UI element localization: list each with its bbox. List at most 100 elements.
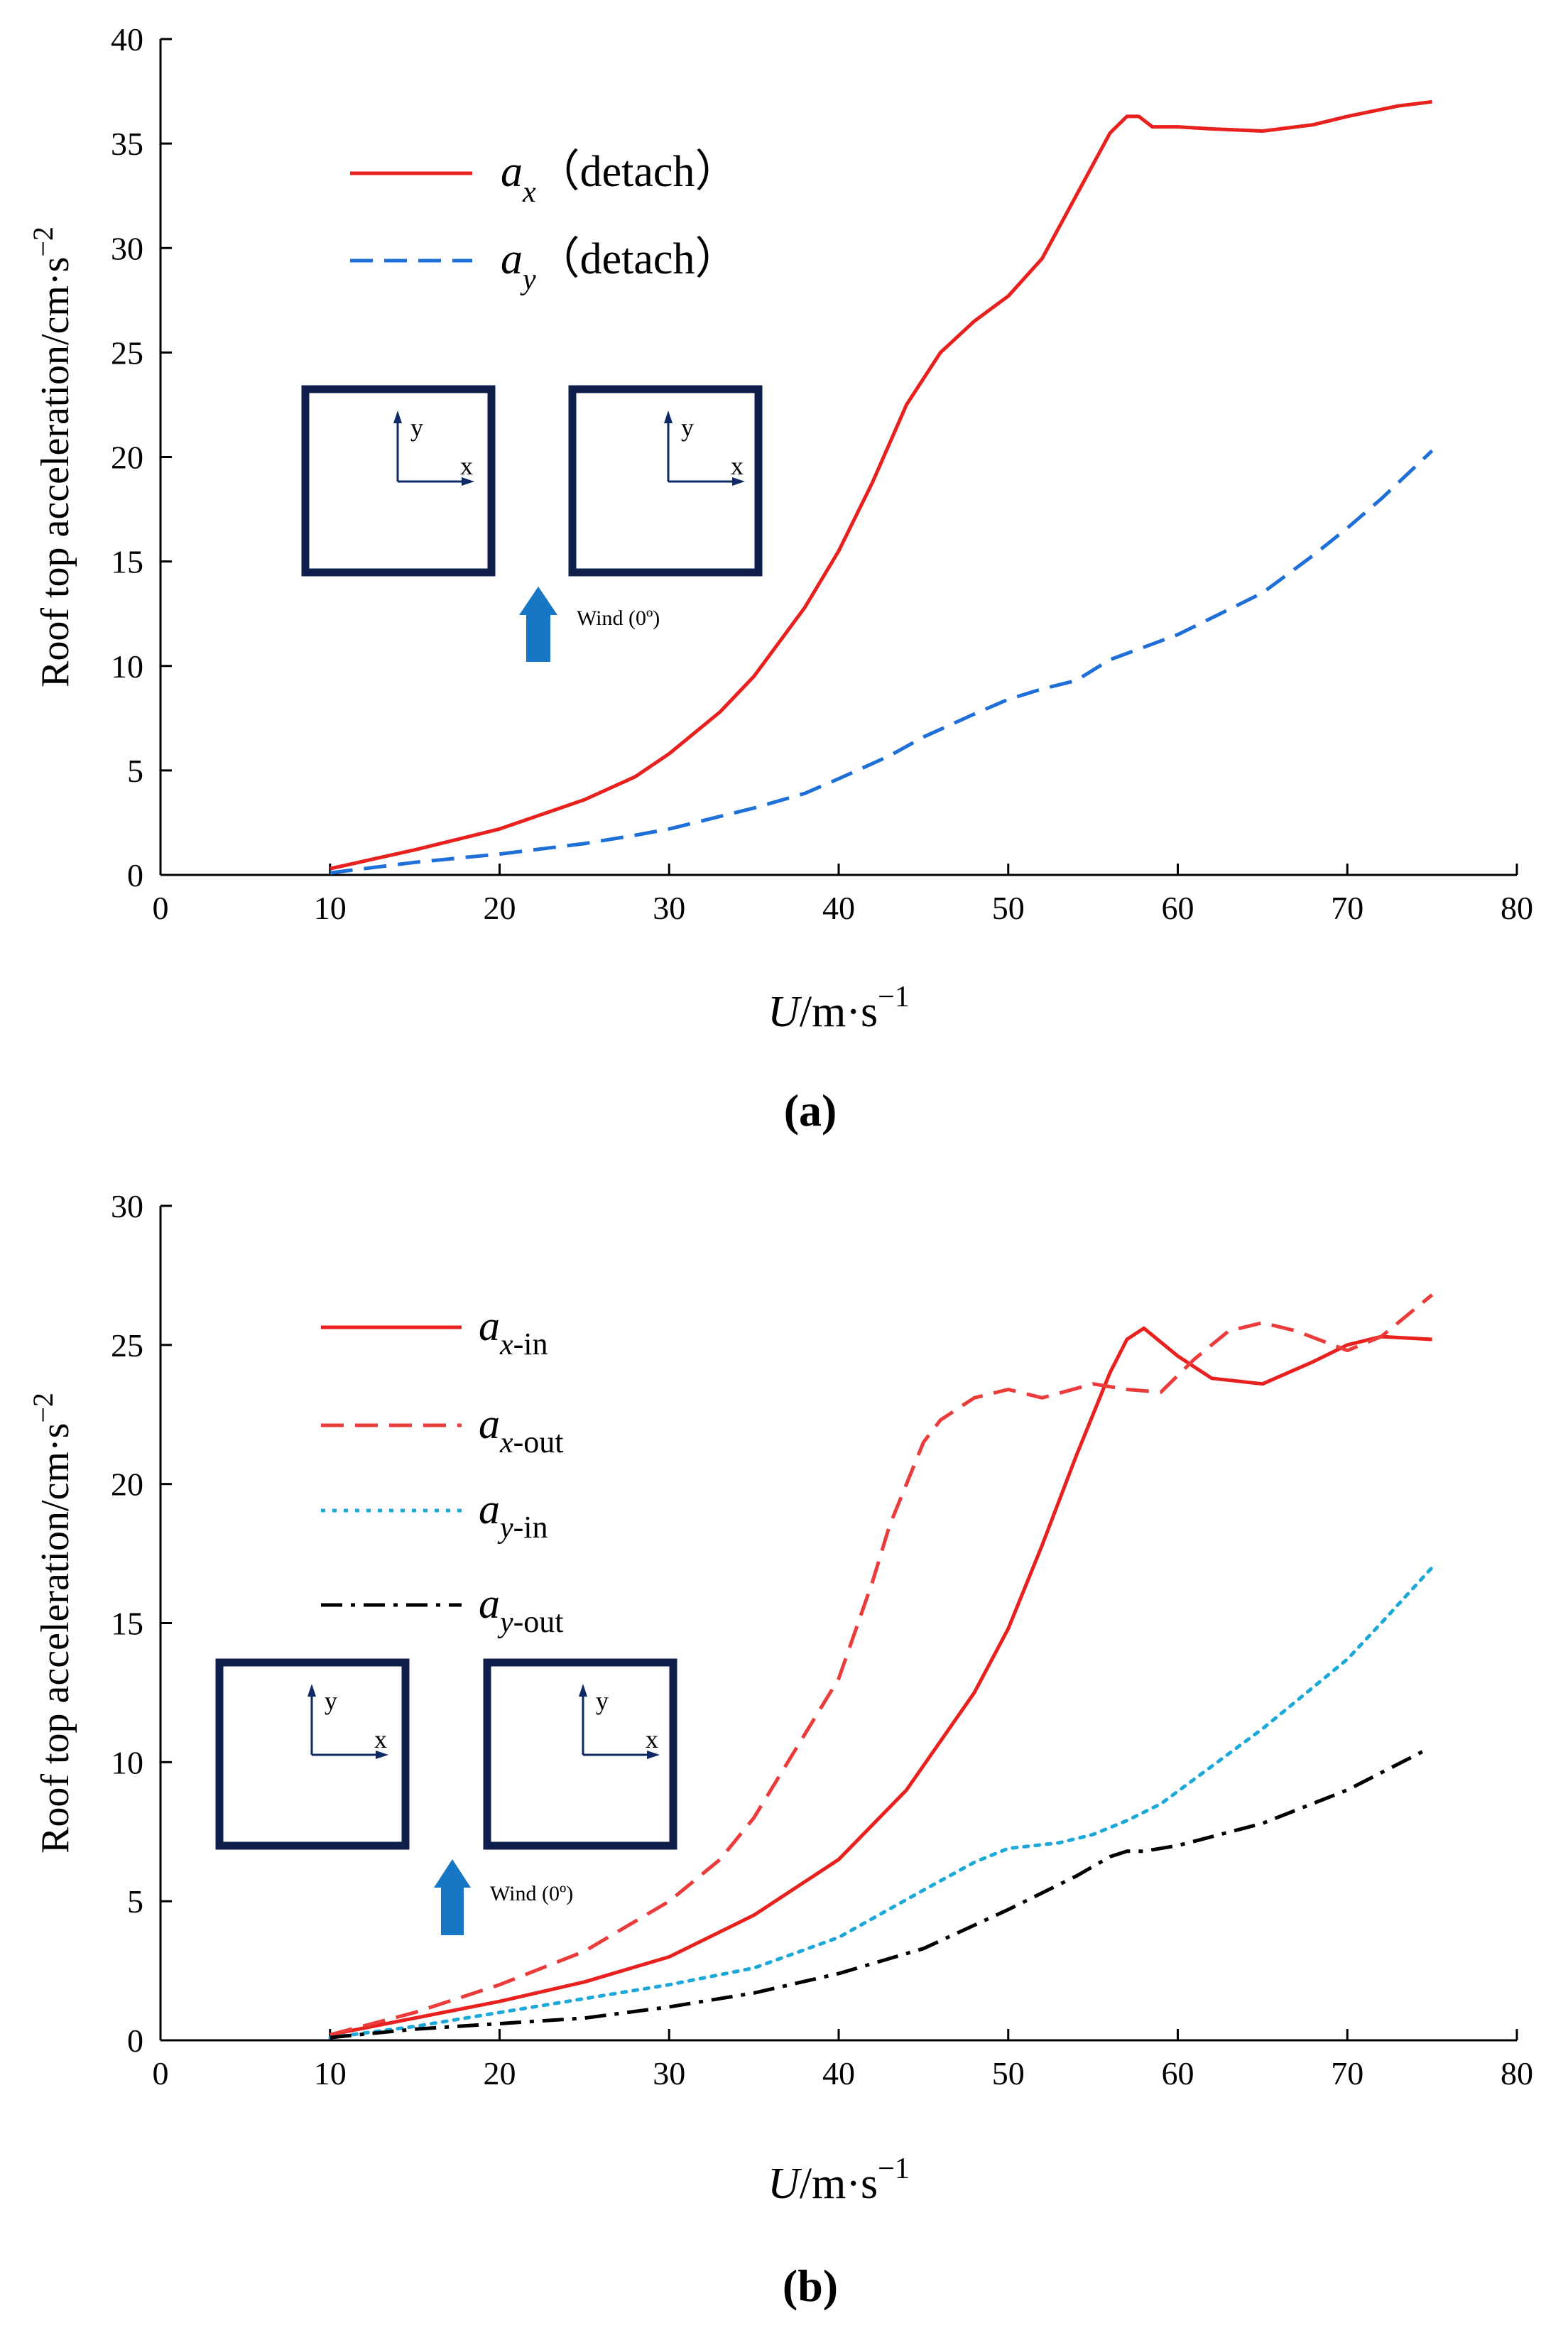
legend-symbol: a <box>479 1400 500 1447</box>
x-tick-label: 40 <box>822 890 855 926</box>
legend-label: ax（detach） <box>501 148 739 209</box>
inset-y-arrowhead <box>393 410 402 423</box>
x-tick-label: 30 <box>653 2055 685 2091</box>
building-plan-0 <box>215 1658 410 1850</box>
y-tick-label: 20 <box>111 1466 143 1503</box>
series-line-yin-2 <box>328 1565 1434 2040</box>
y-axis-label-text: Roof top acceleration/cm·s <box>33 1423 77 1854</box>
y-tick-label: 35 <box>111 126 143 162</box>
chart-panel-a: 0 10 20 30 40 50 60 70 80 0 5 10 15 20 25 30 35 40 Roof to… <box>27 21 1533 1136</box>
x-tick-label: 60 <box>1162 2055 1194 2091</box>
series-line-yout-3 <box>330 1749 1425 2040</box>
y-axis-label-exponent: −2 <box>27 227 59 257</box>
y-tick-label: 10 <box>111 1744 143 1780</box>
inset-x-label: x <box>731 452 744 480</box>
panel-caption: (a) <box>784 1085 837 1136</box>
legend-subscript: x <box>522 176 536 209</box>
legend-suffix: -in <box>513 1327 548 1361</box>
series-line-xin-0 <box>330 1326 1432 2037</box>
y-axis-label-text: Roof top acceleration/cm·s <box>33 257 77 687</box>
y-tick-label: 5 <box>127 753 143 789</box>
y-tick-label: 30 <box>111 230 143 266</box>
x-tick-label: 80 <box>1501 890 1533 926</box>
inset-x-arrowhead <box>462 477 474 486</box>
x-axis-label: U/m·s−1 <box>768 2153 910 2208</box>
x-tick-label: 50 <box>992 2055 1025 2091</box>
wind-arrow-shaft <box>441 1886 464 1935</box>
series-line-xdetach-0 <box>330 99 1432 871</box>
y-tick-label: 25 <box>111 1327 143 1364</box>
legend-suffix: -out <box>513 1604 564 1639</box>
legend-subscript: y <box>520 263 536 296</box>
series-line-xout-1 <box>330 1293 1434 2037</box>
legend-label: ay（detach） <box>501 235 739 296</box>
x-tick-label: 40 <box>822 2055 855 2091</box>
inset-y-arrowhead <box>579 1684 587 1697</box>
legend-suffix: （detach） <box>536 235 739 283</box>
legend-symbol: a <box>501 148 523 196</box>
inset-y-label: y <box>681 413 694 442</box>
wind-arrow-icon <box>434 1859 471 1888</box>
legend-subscript: y <box>497 1606 513 1639</box>
wind-arrow-shaft <box>526 614 550 662</box>
inset-x-label: x <box>374 1725 387 1753</box>
x-tick-label: 10 <box>314 890 347 926</box>
building-plan-1 <box>483 1658 677 1850</box>
x-axis-label-var: U <box>768 2160 802 2208</box>
x-tick-label: 60 <box>1162 890 1194 926</box>
x-tick-label: 20 <box>484 890 516 926</box>
y-tick-label: 0 <box>127 857 143 893</box>
legend-label: ay-out <box>479 1580 564 1639</box>
y-tick-label: 5 <box>127 1883 143 1920</box>
x-tick-label: 80 <box>1501 2055 1533 2091</box>
x-tick-label: 50 <box>992 890 1025 926</box>
y-tick-label: 15 <box>111 544 143 580</box>
legend-symbol: a <box>479 1486 500 1533</box>
x-tick-label: 0 <box>153 2055 169 2091</box>
x-tick-label: 10 <box>314 2055 347 2091</box>
legend-label: ax-out <box>479 1400 564 1459</box>
x-axis-label-exponent: −1 <box>878 2153 910 2185</box>
wind-arrow-icon <box>519 587 557 615</box>
y-tick-label: 0 <box>127 2023 143 2059</box>
inset-x-arrowhead <box>376 1751 388 1759</box>
legend-label: ay-in <box>479 1486 548 1545</box>
x-tick-label: 30 <box>653 890 685 926</box>
inset-x-label: x <box>460 452 473 480</box>
legend-suffix: （detach） <box>536 148 739 196</box>
y-axis-label-exponent: −2 <box>27 1393 59 1423</box>
chart-panel-b: 0 10 20 30 40 50 60 70 80 0 5 10 15 20 25 30 Roof top ac… <box>27 1188 1533 2311</box>
inset-x-label: x <box>646 1725 658 1753</box>
x-tick-label: 70 <box>1331 2055 1363 2091</box>
x-tick-label: 20 <box>484 2055 516 2091</box>
y-tick-label: 15 <box>111 1606 143 1642</box>
legend-symbol: a <box>479 1302 500 1349</box>
inset-x-arrowhead <box>732 477 745 486</box>
wind-label: Wind (0º) <box>577 606 660 630</box>
x-axis-label-unit: /m·s <box>800 988 878 1036</box>
panel-caption: (b) <box>783 2260 838 2311</box>
y-tick-label: 25 <box>111 334 143 371</box>
inset-y-arrowhead <box>307 1684 316 1697</box>
y-tick-label: 20 <box>111 440 143 476</box>
legend-symbol: a <box>501 235 523 283</box>
y-axis-label: Roof top acceleration/cm·s−2 <box>27 1393 77 1854</box>
inset-x-arrowhead <box>647 1751 660 1759</box>
inset-y-label: y <box>410 413 423 442</box>
x-tick-label: 0 <box>153 890 169 926</box>
legend-symbol: a <box>479 1580 500 1627</box>
y-tick-label: 10 <box>111 648 143 685</box>
x-axis-label-var: U <box>768 988 802 1036</box>
y-tick-label: 30 <box>111 1188 143 1224</box>
wind-label: Wind (0º) <box>490 1882 573 1905</box>
inset-y-label: y <box>596 1687 609 1715</box>
y-axis-label: Roof top acceleration/cm·s−2 <box>27 227 77 687</box>
y-tick-label: 40 <box>111 21 143 58</box>
legend-label: ax-in <box>479 1302 548 1361</box>
x-axis-label-unit: /m·s <box>800 2160 878 2208</box>
legend-suffix: -in <box>513 1510 548 1545</box>
inset-y-label: y <box>325 1687 337 1715</box>
series-line-ydetach-1 <box>330 449 1434 875</box>
x-axis-label: U/m·s−1 <box>768 981 910 1036</box>
